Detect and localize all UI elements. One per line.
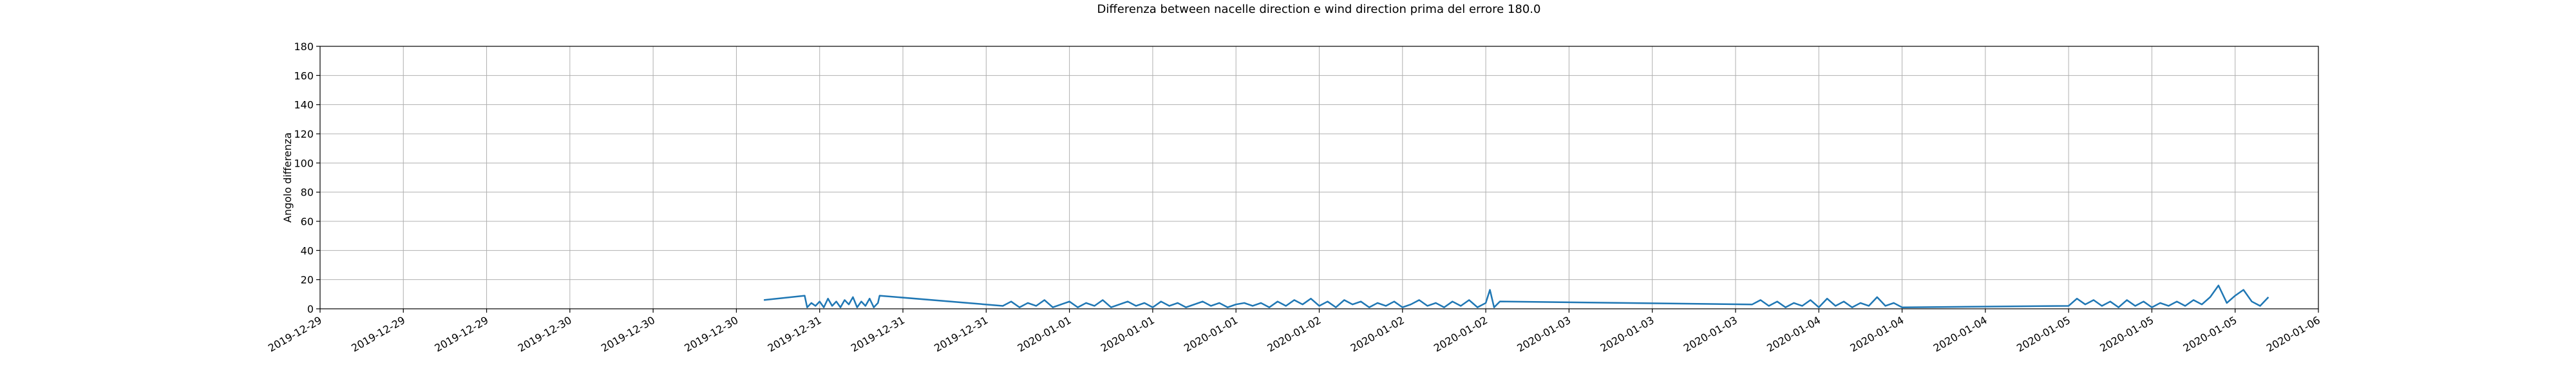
x-tick-label: 2019-12-29 [349, 314, 407, 354]
x-tick-label: 2019-12-30 [682, 314, 740, 354]
y-tick-label: 180 [294, 41, 314, 53]
y-tick-label: 160 [294, 69, 314, 82]
x-tick-label: 2020-01-01 [1182, 314, 1240, 354]
x-tick-label: 2019-12-31 [766, 314, 824, 354]
y-tick-label: 80 [301, 187, 314, 199]
x-tick-label: 2020-01-02 [1265, 314, 1323, 354]
x-tick-label: 2019-12-29 [433, 314, 491, 354]
x-tick-label: 2020-01-04 [1848, 314, 1906, 354]
y-tick-label: 60 [301, 216, 314, 228]
x-tick-label: 2019-12-30 [516, 314, 574, 354]
x-tick-label: 2019-12-30 [599, 314, 657, 354]
x-tick-label: 2020-01-03 [1515, 314, 1573, 354]
y-tick-label: 20 [301, 274, 314, 286]
chart-title: Differenza between nacelle direction e w… [1097, 3, 1541, 16]
x-tick-label: 2020-01-02 [1349, 314, 1406, 354]
y-axis-label: Angolo differenza [281, 133, 294, 223]
y-tick-label: 0 [307, 303, 314, 315]
x-tick-label: 2020-01-05 [2181, 314, 2239, 354]
x-tick-label: 2020-01-05 [2098, 314, 2155, 354]
x-tick-label: 2019-12-31 [932, 314, 990, 354]
plot-frame [319, 46, 2319, 309]
x-tick-label: 2020-01-03 [1598, 314, 1656, 354]
data-line [763, 284, 2269, 308]
y-tick-label: 100 [294, 157, 314, 169]
x-tick-label: 2020-01-04 [1765, 314, 1823, 354]
x-tick-label: 2020-01-04 [1931, 314, 1989, 354]
x-tick-label: 2020-01-06 [2264, 314, 2322, 354]
x-tick-label: 2019-12-29 [266, 314, 324, 354]
x-tick-label: 2020-01-01 [1099, 314, 1157, 354]
y-tick-label: 140 [294, 99, 314, 111]
x-tick-label: 2020-01-05 [2014, 314, 2072, 354]
y-tick-label: 40 [301, 244, 314, 257]
x-tick-label: 2019-12-31 [849, 314, 907, 354]
x-tick-label: 2020-01-03 [1681, 314, 1739, 354]
x-tick-label: 2020-01-02 [1432, 314, 1490, 354]
y-tick-label: 120 [294, 128, 314, 140]
x-tick-label: 2020-01-01 [1016, 314, 1074, 354]
